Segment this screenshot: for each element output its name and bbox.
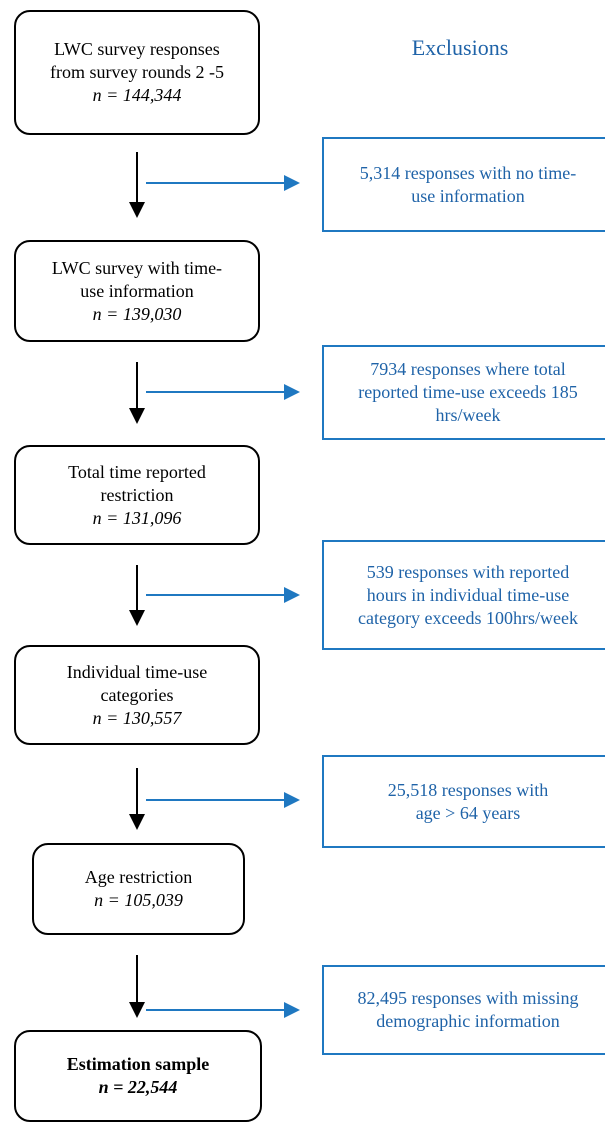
exclusion-box: 25,518 responses with age > 64 years xyxy=(322,755,605,848)
flow-node: LWC survey responses from survey rounds 2… xyxy=(14,10,260,135)
exclusion-label: 7934 responses where total xyxy=(370,359,566,379)
exclusion-label: category exceeds 100hrs/week xyxy=(358,607,578,628)
exclusion-box: 7934 responses where total reported time-… xyxy=(322,345,605,440)
exclusion-label: age > 64 years xyxy=(415,802,521,823)
node-label: categories xyxy=(100,684,174,705)
node-label: from survey rounds 2 -5 xyxy=(50,62,224,82)
exclusion-label: demographic information xyxy=(376,1011,560,1031)
node-count: n = 131,096 xyxy=(92,507,182,528)
exclusion-label: 539 responses with reported xyxy=(366,561,570,582)
node-count: n = 22,544 xyxy=(98,1077,178,1097)
exclusion-label: use information xyxy=(411,185,525,206)
node-label: use information xyxy=(80,280,194,301)
exclusion-label: 25,518 responses with xyxy=(387,779,549,800)
flow-node: Age restriction n = 105,039 xyxy=(32,843,245,935)
node-label: LWC survey with time- xyxy=(51,257,223,278)
exclusion-label: hours in individual time-use xyxy=(366,584,570,605)
node-count: n = 139,030 xyxy=(92,303,182,324)
exclusion-label: hrs/week xyxy=(435,405,501,425)
exclusions-title: Exclusions xyxy=(411,35,509,60)
node-label: Individual time-use xyxy=(66,661,208,682)
node-count: n = 130,557 xyxy=(92,707,182,728)
exclusion-label: 5,314 responses with no time- xyxy=(359,162,577,183)
flow-node: LWC survey with time-use information n = … xyxy=(14,240,260,342)
exclusion-box: 5,314 responses with no time-use informa… xyxy=(322,137,605,232)
exclusion-box: 82,495 responses with missing demographic… xyxy=(322,965,605,1055)
exclusion-label: reported time-use exceeds 185 xyxy=(358,382,578,402)
node-label: restriction xyxy=(100,484,174,505)
node-label: Total time reported xyxy=(68,461,206,482)
node-count: n = 144,344 xyxy=(92,85,182,105)
node-label: Age restriction xyxy=(84,867,193,887)
flow-node: Total time reported restriction n = 131,09… xyxy=(14,445,260,545)
flow-node: Individual time-use categories n = 130,557 xyxy=(14,645,260,745)
node-label: LWC survey responses xyxy=(54,39,220,59)
exclusion-box: 539 responses with reported hours in indi… xyxy=(322,540,605,650)
node-label: Estimation sample xyxy=(66,1054,210,1074)
flow-node: Estimation sample n = 22,544 xyxy=(14,1030,262,1122)
node-count: n = 105,039 xyxy=(94,890,183,910)
exclusion-label: 82,495 responses with missing xyxy=(357,988,579,1008)
